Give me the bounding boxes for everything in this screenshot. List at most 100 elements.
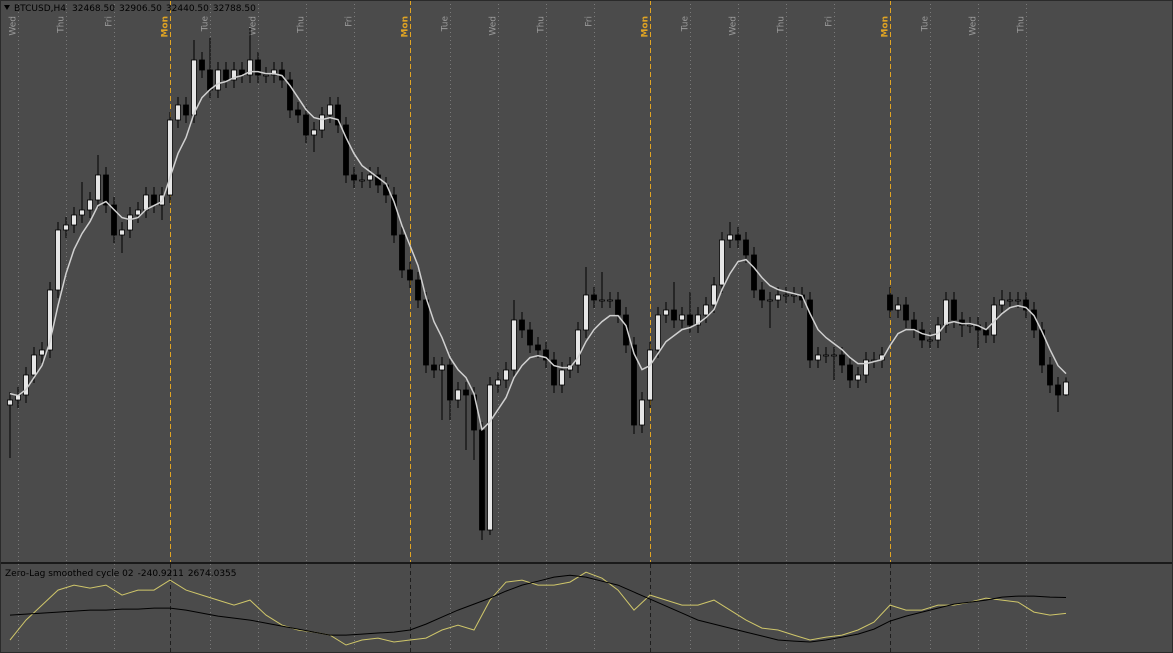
candle-body <box>759 289 765 301</box>
candle-body <box>255 59 261 76</box>
candle-body <box>295 109 301 116</box>
x-tick-label: Thu <box>1017 16 1027 34</box>
candle-body <box>1023 299 1029 311</box>
candle-body <box>855 374 861 381</box>
candle-body <box>127 214 133 231</box>
candle-body <box>359 179 365 182</box>
candle-body <box>71 214 77 226</box>
x-tick-label: Mon <box>881 16 891 38</box>
candle-body <box>839 354 845 366</box>
candle-body <box>95 174 101 201</box>
candle-body <box>927 339 933 342</box>
candle-body <box>631 344 637 426</box>
candle-body <box>775 294 781 301</box>
candle-body <box>583 294 589 331</box>
candle-body <box>783 294 789 297</box>
candle-body <box>119 229 125 236</box>
candle-body <box>623 314 629 346</box>
candle-body <box>79 209 85 216</box>
candle-body <box>143 194 149 211</box>
candle-body <box>135 209 141 216</box>
x-tick-label: Wed <box>249 16 259 36</box>
candle-body <box>551 359 557 386</box>
candle-body <box>183 104 189 116</box>
candle-body <box>191 59 197 116</box>
candle-body <box>431 364 437 371</box>
x-tick-label: Tue <box>681 16 691 33</box>
candle-body <box>703 304 709 316</box>
candle-body <box>615 299 621 316</box>
grid: Wed Thu Fri Mon Tue Wed Thu Fri Mon Tue Wed Thu Fri M… <box>9 0 1027 653</box>
candle-body <box>391 194 397 236</box>
candle-body <box>887 294 893 311</box>
candle-body <box>575 329 581 366</box>
candle-body <box>31 354 37 376</box>
x-tick-label: Mon <box>641 16 651 38</box>
candle-body <box>463 389 469 396</box>
candle-body <box>367 174 373 181</box>
close-label: 32788.50 <box>213 4 256 14</box>
candle-body <box>815 354 821 361</box>
candle-body <box>679 314 685 321</box>
candle-body <box>751 254 757 291</box>
candle-body <box>599 299 605 302</box>
marks <box>7 28 1069 646</box>
candle-body <box>831 354 837 357</box>
x-tick-label: Thu <box>57 16 67 34</box>
low-label: 32440.50 <box>166 4 209 14</box>
candle-body <box>399 234 405 271</box>
candle-body <box>199 59 205 71</box>
candle-body <box>639 399 645 426</box>
candle-body <box>111 204 117 236</box>
candle-body <box>687 314 693 326</box>
candle-body <box>455 389 461 401</box>
candle-body <box>1047 364 1053 386</box>
candle-body <box>167 119 173 196</box>
candle-body <box>503 369 509 381</box>
candle-body <box>535 344 541 351</box>
candle-body <box>263 74 269 77</box>
x-tick-label: Wed <box>489 16 499 36</box>
high-label: 32906.50 <box>119 4 162 14</box>
candle-body <box>543 349 549 361</box>
x-tick-label: Fri <box>825 16 835 27</box>
candle-body <box>1055 384 1061 396</box>
x-tick-label: Mon <box>401 16 411 38</box>
candle-body <box>951 299 957 321</box>
x-tick-label: Wed <box>969 16 979 36</box>
candle-body <box>727 234 733 241</box>
candle-body <box>847 364 853 381</box>
candle-body <box>151 194 157 206</box>
candle-body <box>903 304 909 321</box>
candle-body <box>911 319 917 331</box>
candle-body <box>63 224 69 231</box>
candle-body <box>479 429 485 531</box>
candle-body <box>711 284 717 306</box>
indicator-title: Zero-Lag smoothed cycle 02 <box>5 569 134 579</box>
candle-body <box>231 69 237 81</box>
x-tick-label: Thu <box>777 16 787 34</box>
candle-body <box>735 234 741 241</box>
candle-body <box>967 324 973 327</box>
x-tick-label: Tue <box>921 16 931 33</box>
candle-body <box>23 374 29 396</box>
x-tick-label: Thu <box>537 16 547 34</box>
candle-body <box>39 349 45 356</box>
candle-body <box>319 114 325 131</box>
candle-body <box>47 289 53 351</box>
candle-body <box>591 294 597 301</box>
candle-body <box>511 319 517 371</box>
candle-body <box>743 239 749 256</box>
candle-body <box>919 329 925 341</box>
candle-body <box>271 69 277 76</box>
candle-body <box>695 314 701 326</box>
candle-body <box>223 69 229 81</box>
candle-body <box>863 359 869 376</box>
menu-arrow[interactable] <box>4 5 10 10</box>
open-label: 32468.50 <box>72 4 115 14</box>
candle-body <box>495 379 501 386</box>
candle-body <box>1007 299 1013 302</box>
candle-body <box>335 104 341 126</box>
candle-body <box>415 279 421 301</box>
